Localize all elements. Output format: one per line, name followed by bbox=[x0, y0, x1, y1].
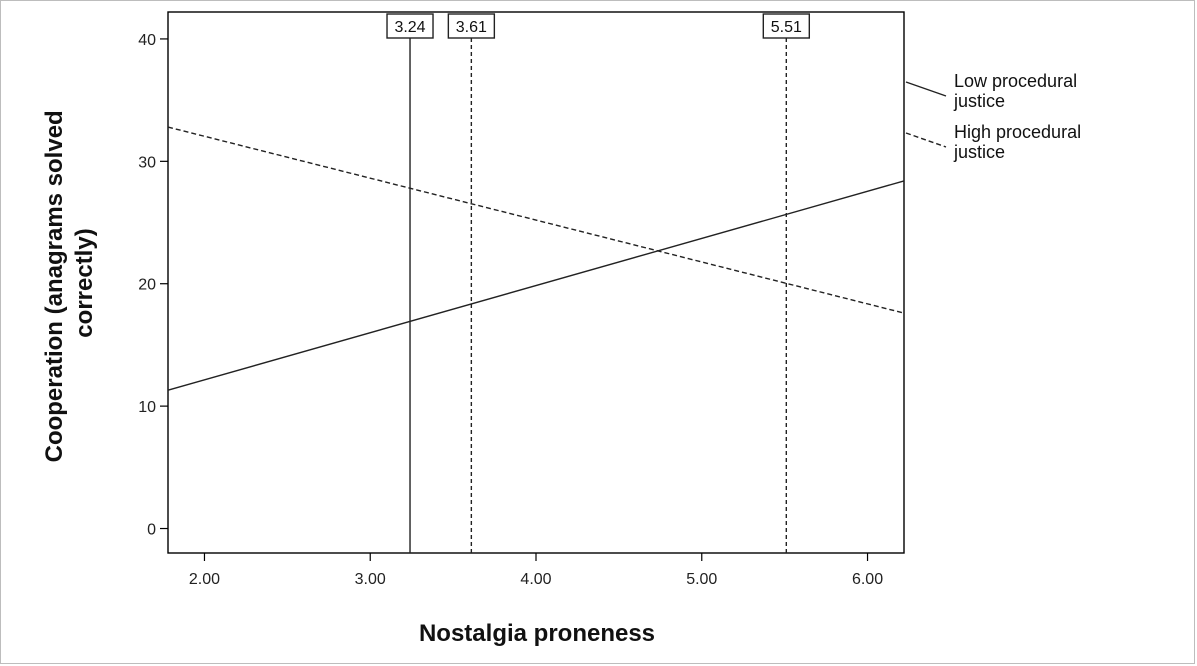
y-tick-label: 30 bbox=[138, 154, 156, 171]
x-tick-label: 2.00 bbox=[189, 571, 220, 588]
x-axis-title: Nostalgia proneness bbox=[419, 620, 655, 647]
reference-label: 3.24 bbox=[394, 19, 425, 36]
x-axis: 2.00 3.00 4.00 5.00 6.00 bbox=[189, 553, 883, 588]
y-tick-label: 0 bbox=[147, 522, 156, 539]
reference-label-box bbox=[762, 13, 811, 39]
x-tick-label: 5.00 bbox=[686, 571, 717, 588]
reference-label: 5.51 bbox=[771, 19, 802, 36]
series-lines bbox=[167, 126, 905, 391]
x-tick-label: 3.00 bbox=[355, 571, 386, 588]
legend-swatch bbox=[905, 132, 947, 148]
y-tick-label: 20 bbox=[138, 277, 156, 294]
x-tick-label: 6.00 bbox=[852, 571, 883, 588]
reference-label-box bbox=[447, 13, 496, 39]
reference-label-box bbox=[386, 13, 434, 39]
series-line-low-procedural-justice bbox=[167, 180, 905, 391]
y-axis-title-line-2: correctly) bbox=[71, 228, 98, 337]
plot-border bbox=[167, 11, 905, 554]
legend-label-line: justice bbox=[953, 91, 1005, 111]
legend-label-line: Low procedural bbox=[954, 71, 1077, 91]
x-tick-label: 4.00 bbox=[520, 571, 551, 588]
legend-swatch bbox=[905, 81, 947, 97]
reference-label: 3.61 bbox=[456, 19, 487, 36]
series-line-high-procedural-justice bbox=[167, 126, 905, 314]
reference-lines: 3.24 3.61 5.51 bbox=[386, 13, 811, 553]
legend-label-line: High procedural bbox=[954, 122, 1081, 142]
y-tick-label: 40 bbox=[138, 32, 156, 49]
y-axis: 0 10 20 30 40 bbox=[138, 32, 168, 539]
y-tick-label: 10 bbox=[138, 399, 156, 416]
legend-label: Low procedural justice bbox=[953, 71, 1077, 111]
legend-label-line: justice bbox=[953, 142, 1005, 162]
legend-label: High procedural justice bbox=[953, 122, 1081, 162]
plot-area bbox=[167, 11, 905, 554]
y-axis-title-line-1: Cooperation (anagrams solved bbox=[41, 110, 68, 462]
y-axis-title: Cooperation (anagrams solved correctly) bbox=[41, 104, 98, 463]
